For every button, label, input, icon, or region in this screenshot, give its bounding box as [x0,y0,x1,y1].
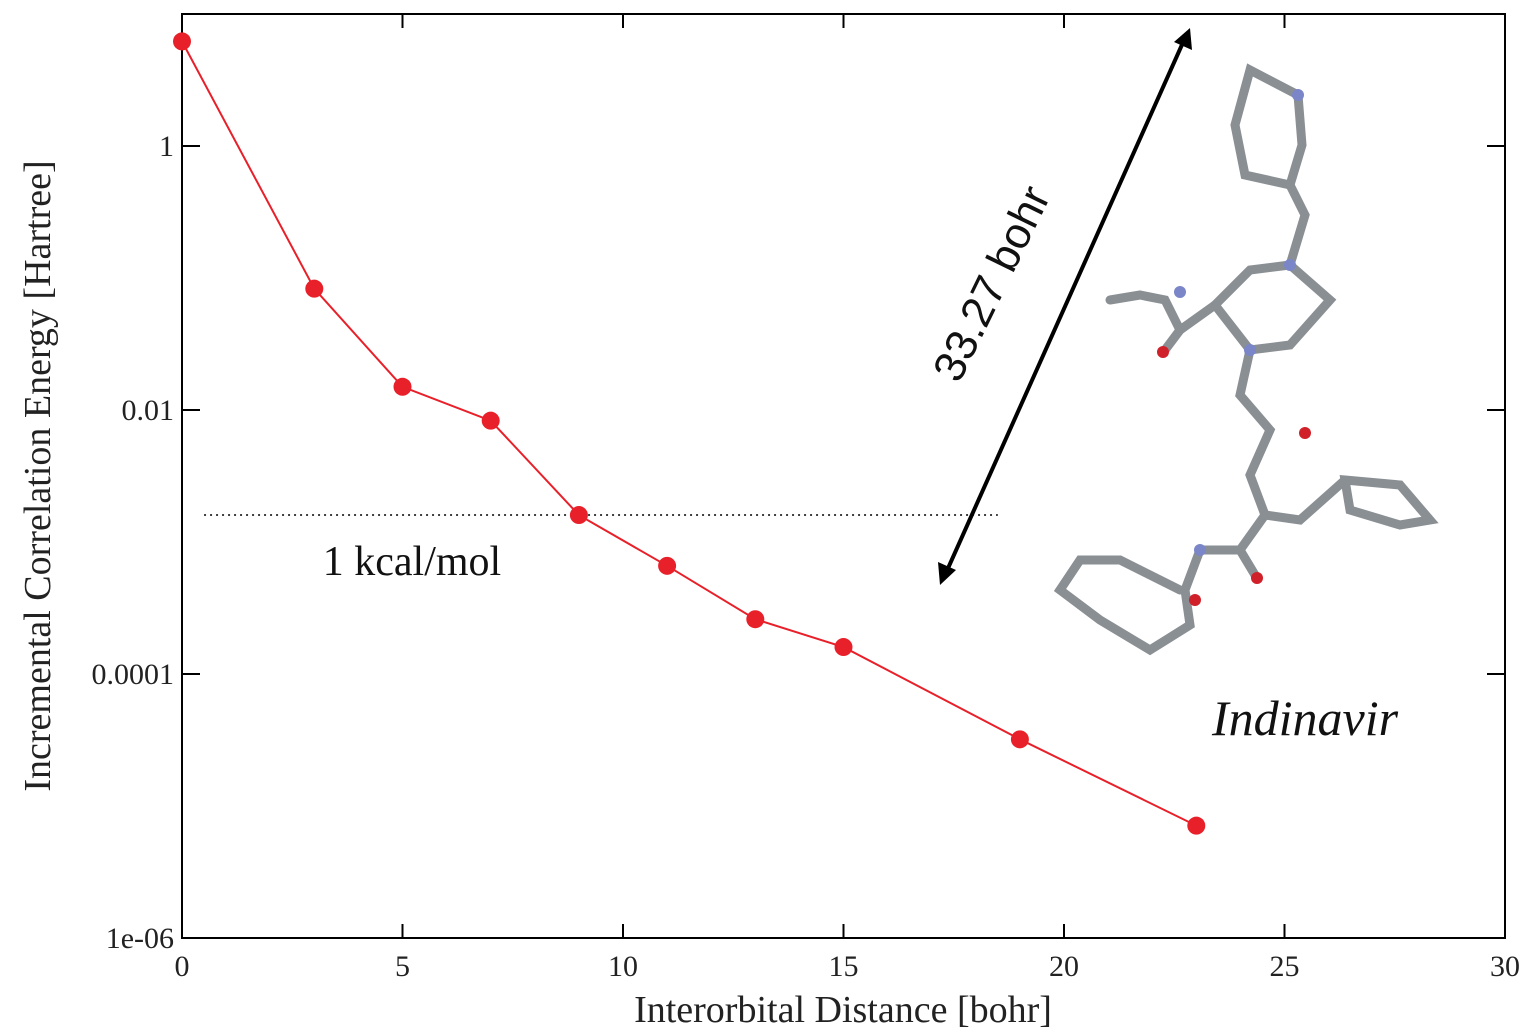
data-point [1187,817,1205,835]
data-point [658,557,676,575]
distance-label: 33.27 bohr [924,178,1060,389]
data-point [482,412,500,430]
y-axis-label: Incremental Correlation Energy [Hartree] [17,160,59,791]
x-axis-label: Interorbital Distance [bohr] [634,989,1052,1031]
x-tick-label: 15 [829,950,859,983]
data-point [835,638,853,656]
data-point [173,32,191,50]
y-tick-label: 1 [159,130,174,163]
data-point [570,506,588,524]
y-tick-label: 0.01 [122,394,175,427]
x-tick-label: 5 [395,950,410,983]
x-tick-label: 20 [1049,950,1079,983]
molecule-label: Indinavir [1211,690,1399,746]
y-tick-label: 1e-06 [106,922,174,955]
x-tick-label: 10 [608,950,638,983]
plot-frame [182,14,1505,938]
x-tick-label: 0 [175,950,190,983]
data-point [394,378,412,396]
reference-label: 1 kcal/mol [323,539,501,585]
y-tick-label: 0.0001 [92,658,175,691]
data-point [1011,730,1029,748]
data-point [746,610,764,628]
series-line [182,41,1196,825]
molecule [1060,70,1430,650]
chart: Interorbital Distance [bohr] Incremental… [0,0,1525,1031]
data-point [305,280,323,298]
x-tick-label: 30 [1490,950,1520,983]
x-tick-label: 25 [1270,950,1300,983]
